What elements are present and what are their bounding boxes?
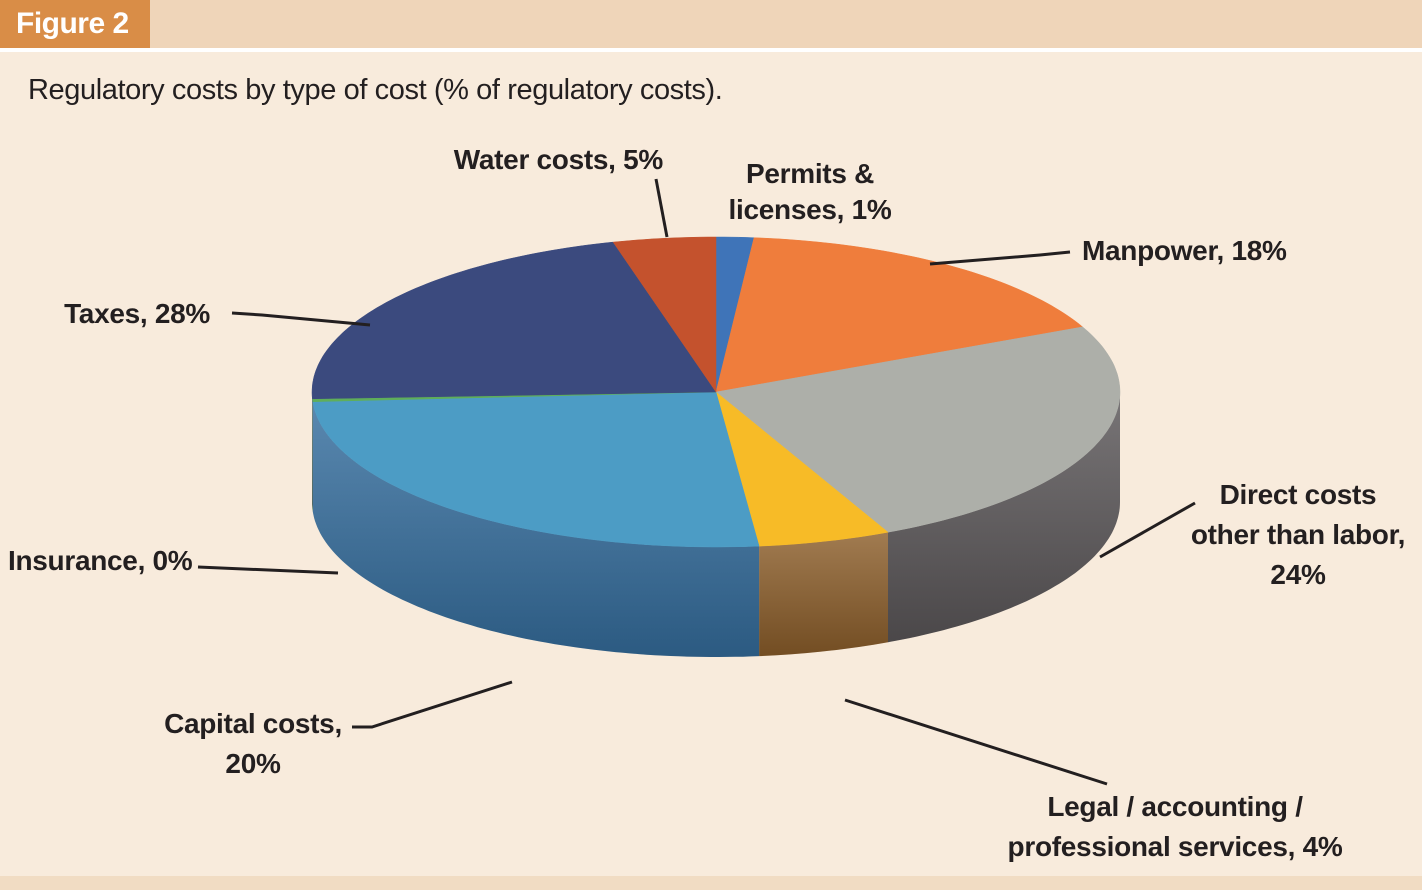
leader-line-3 xyxy=(844,698,1108,786)
slice-labels: Permits & licenses, 1% Manpower, 18% Direct… xyxy=(8,144,1405,862)
slice-label-line: Permits & xyxy=(746,158,874,189)
chart-title: Regulatory costs by type of cost (% of r… xyxy=(28,74,723,106)
slice-label-line: licenses, 1% xyxy=(729,194,892,225)
slice-label-line: Water costs, 5% xyxy=(454,144,664,175)
footer-band xyxy=(0,876,1422,890)
figure-label: Figure 2 xyxy=(0,0,150,48)
leader-line-6 xyxy=(231,311,371,327)
leader-line-4 xyxy=(352,680,513,729)
pie-slice-4 xyxy=(312,391,760,548)
slice-label-line: professional services, 4% xyxy=(1008,831,1343,862)
slice-label-4: Capital costs, 20% xyxy=(164,708,342,779)
pie-side-shade-2 xyxy=(888,392,1120,643)
pie-slice-3 xyxy=(715,391,889,547)
pie-slice-1 xyxy=(715,237,1084,393)
leader-lines xyxy=(197,178,1196,786)
slice-label-line: 20% xyxy=(225,748,281,779)
pie-side-shade-3 xyxy=(759,532,888,657)
pie-tops xyxy=(311,236,1121,548)
slice-label-7: Water costs, 5% xyxy=(454,144,664,175)
header-rule xyxy=(0,48,1422,52)
slice-label-line: Capital costs, xyxy=(164,708,342,739)
slice-label-line: Legal / accounting / xyxy=(1047,791,1303,822)
slice-label-1: Manpower, 18% xyxy=(1082,235,1287,266)
pie-slice-7 xyxy=(612,236,717,393)
slice-label-line: Direct costs xyxy=(1220,479,1377,510)
slice-label-3: Legal / accounting / professional service… xyxy=(1008,791,1343,862)
pie-side-shade-4 xyxy=(312,401,760,657)
leader-line-2 xyxy=(1099,501,1196,559)
slice-label-2: Direct costs other than labor, 24% xyxy=(1191,479,1405,590)
slice-label-line: Taxes, 28% xyxy=(64,298,210,329)
pie-slice-6 xyxy=(311,241,717,400)
slice-label-6: Taxes, 28% xyxy=(64,298,210,329)
pie-sides xyxy=(312,392,1120,657)
slice-label-0: Permits & licenses, 1% xyxy=(729,158,892,225)
slice-label-5: Insurance, 0% xyxy=(8,545,193,576)
leader-line-1 xyxy=(929,250,1071,266)
slice-label-line: other than labor, xyxy=(1191,519,1405,550)
slice-label-line: 24% xyxy=(1270,559,1326,590)
leader-line-5 xyxy=(197,565,339,575)
slice-label-line: Insurance, 0% xyxy=(8,545,193,576)
header-band xyxy=(0,0,1422,48)
slice-label-line: Manpower, 18% xyxy=(1082,235,1287,266)
leader-line-7 xyxy=(654,178,669,238)
pie-slice-2 xyxy=(715,326,1121,533)
